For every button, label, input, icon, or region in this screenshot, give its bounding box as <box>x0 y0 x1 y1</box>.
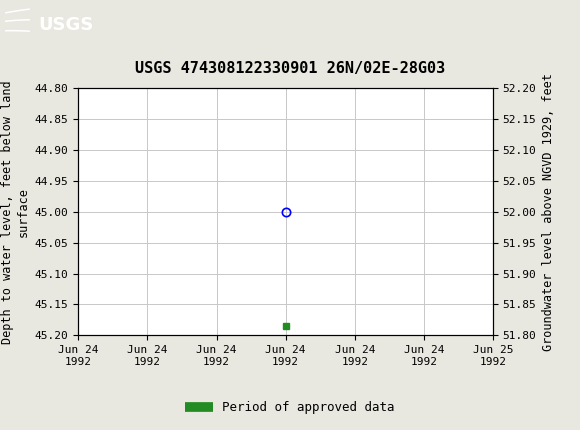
Legend: Period of approved data: Period of approved data <box>180 396 400 419</box>
Y-axis label: Depth to water level, feet below land
surface: Depth to water level, feet below land su… <box>1 80 29 344</box>
Text: USGS 474308122330901 26N/02E-28G03: USGS 474308122330901 26N/02E-28G03 <box>135 61 445 76</box>
Text: USGS: USGS <box>39 16 94 34</box>
Y-axis label: Groundwater level above NGVD 1929, feet: Groundwater level above NGVD 1929, feet <box>542 73 555 351</box>
